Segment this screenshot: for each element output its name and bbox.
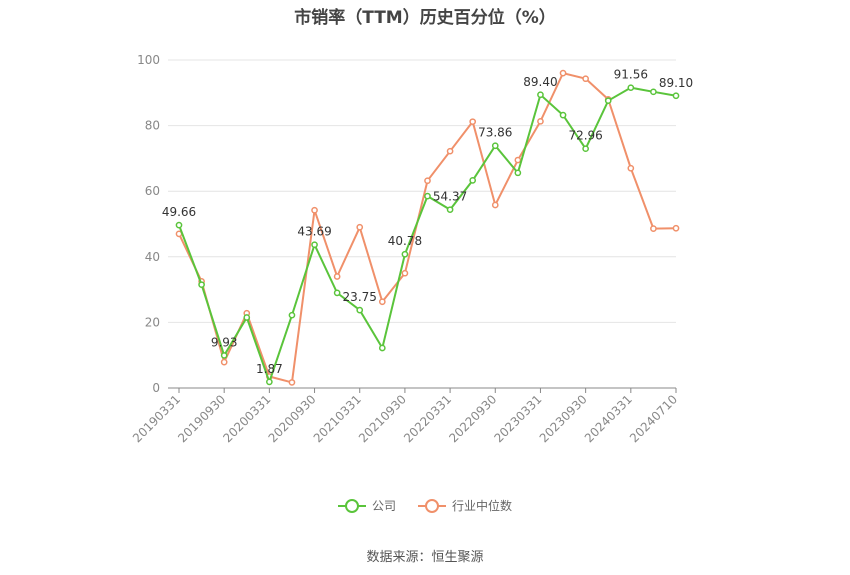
data-point bbox=[220, 352, 228, 359]
y-tick-label: 100 bbox=[137, 53, 160, 67]
data-point bbox=[243, 314, 251, 321]
x-tick-label: 20200331 bbox=[220, 392, 273, 445]
data-point bbox=[424, 177, 431, 185]
data-label: 89.40 bbox=[523, 75, 557, 89]
data-point bbox=[582, 75, 589, 83]
x-tick-label: 20210331 bbox=[311, 392, 364, 445]
data-point bbox=[469, 177, 477, 184]
data-point bbox=[491, 142, 499, 150]
data-point bbox=[582, 145, 589, 153]
x-tick-label: 20220331 bbox=[401, 392, 454, 445]
legend-item-industry[interactable]: 行业中位数 bbox=[418, 497, 512, 514]
x-tick-label: 20230331 bbox=[491, 392, 544, 445]
data-point bbox=[378, 298, 386, 306]
x-tick-label: 20220930 bbox=[446, 392, 499, 445]
y-tick-label: 80 bbox=[145, 119, 160, 133]
data-point bbox=[333, 289, 341, 297]
legend-line-icon bbox=[418, 498, 446, 513]
data-point bbox=[311, 241, 318, 249]
legend-label-company: 公司 bbox=[371, 499, 396, 513]
data-point bbox=[220, 358, 228, 366]
x-tick-label: 20210930 bbox=[356, 392, 409, 445]
data-point bbox=[288, 311, 296, 319]
data-point bbox=[650, 225, 657, 232]
data-point bbox=[446, 147, 454, 155]
data-point bbox=[311, 206, 318, 214]
data-point bbox=[627, 164, 635, 172]
data-point bbox=[288, 379, 296, 386]
data-point bbox=[401, 250, 409, 258]
y-tick-label: 0 bbox=[152, 381, 160, 395]
data-point bbox=[537, 91, 544, 99]
x-tick-label: 20230930 bbox=[537, 392, 590, 445]
legend-item-company[interactable]: 公司 bbox=[337, 497, 396, 514]
data-point bbox=[333, 273, 341, 280]
data-point bbox=[424, 192, 431, 200]
legend-label-industry: 行业中位数 bbox=[452, 499, 513, 513]
y-tick-label: 40 bbox=[145, 250, 160, 264]
data-point bbox=[559, 111, 567, 119]
data-point bbox=[198, 281, 205, 289]
chart-legend: 公司 行业中位数 bbox=[0, 497, 850, 514]
data-point bbox=[604, 97, 612, 105]
data-point bbox=[378, 344, 386, 352]
data-label: 9.93 bbox=[211, 335, 238, 349]
data-point bbox=[514, 156, 522, 164]
x-tick-label: 20200930 bbox=[266, 392, 319, 445]
data-point bbox=[469, 118, 477, 126]
data-point bbox=[175, 221, 183, 229]
data-label: 91.56 bbox=[614, 68, 648, 82]
data-label: 72.96 bbox=[568, 129, 602, 143]
data-point bbox=[491, 201, 499, 209]
data-label: 43.69 bbox=[297, 225, 331, 239]
x-tick-label: 20190331 bbox=[130, 392, 183, 445]
data-point bbox=[446, 206, 454, 214]
data-label: 73.86 bbox=[478, 126, 512, 140]
data-point bbox=[537, 117, 544, 125]
data-source: 数据来源：恒生聚源 bbox=[366, 550, 484, 565]
data-label: 23.75 bbox=[343, 290, 377, 304]
x-tick-label: 20190930 bbox=[175, 392, 228, 445]
chart-title: 市销率（TTM）历史百分位（%） bbox=[294, 8, 556, 28]
y-tick-label: 20 bbox=[145, 315, 160, 329]
data-label: 1.87 bbox=[256, 362, 283, 376]
data-point bbox=[672, 224, 680, 232]
x-tick-label: 20240331 bbox=[582, 392, 635, 445]
data-label: 89.10 bbox=[659, 76, 693, 90]
data-label: 40.78 bbox=[388, 234, 422, 248]
data-point bbox=[627, 84, 635, 92]
data-point bbox=[559, 69, 567, 77]
data-label: 54.37 bbox=[433, 190, 467, 204]
data-point bbox=[650, 88, 657, 96]
legend-line-icon bbox=[337, 498, 366, 513]
data-point bbox=[356, 223, 364, 231]
x-tick-label: 20240710 bbox=[627, 392, 680, 445]
data-point bbox=[514, 169, 522, 177]
data-point bbox=[356, 306, 364, 314]
data-label: 49.66 bbox=[162, 205, 196, 219]
y-tick-label: 60 bbox=[145, 184, 160, 198]
data-point bbox=[672, 92, 680, 100]
data-point bbox=[266, 378, 273, 386]
data-point bbox=[401, 269, 409, 277]
